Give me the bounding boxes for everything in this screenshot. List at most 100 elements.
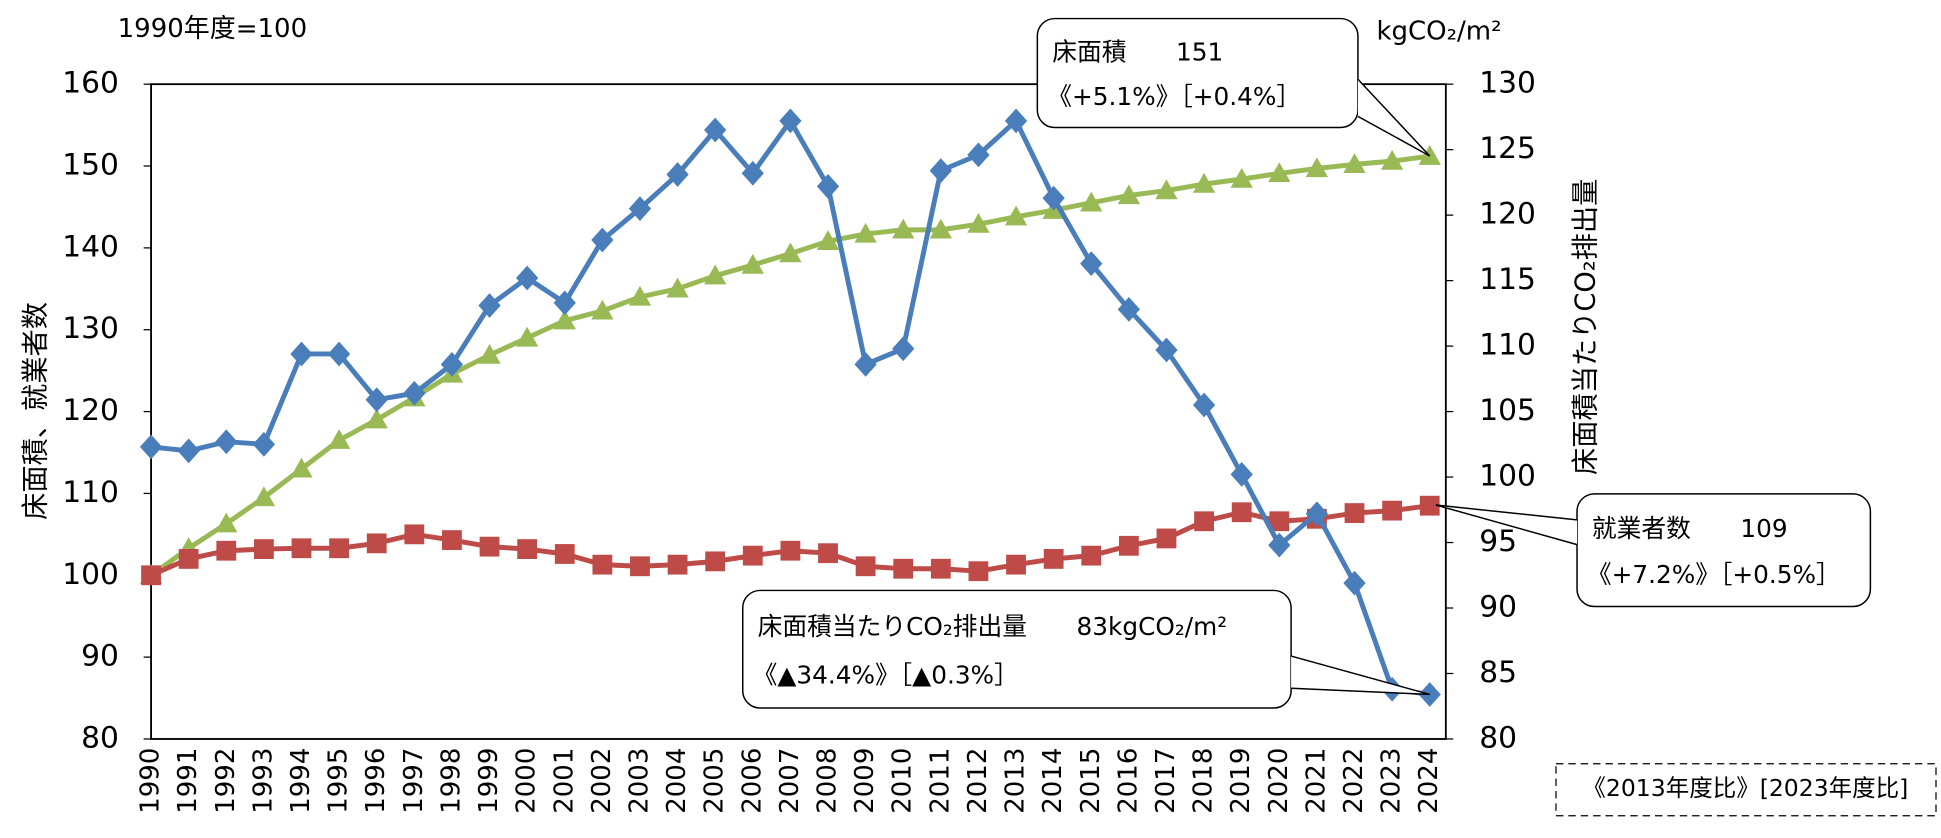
callout-change: 《▲34.4%》［▲0.3%］ bbox=[753, 660, 1019, 689]
x-tick-label: 2017 bbox=[1151, 748, 1181, 814]
marker bbox=[327, 341, 351, 367]
y2-tick-label: 130 bbox=[1479, 66, 1536, 101]
marker bbox=[1305, 501, 1329, 527]
marker bbox=[141, 565, 161, 586]
y2-tick-label: 120 bbox=[1479, 197, 1536, 232]
y2-tick-label: 110 bbox=[1479, 328, 1536, 363]
y2-tick-label: 125 bbox=[1479, 131, 1536, 166]
marker bbox=[967, 212, 990, 233]
marker bbox=[892, 218, 915, 239]
marker bbox=[816, 230, 840, 250]
marker bbox=[1117, 184, 1141, 205]
marker bbox=[666, 162, 689, 187]
marker bbox=[215, 512, 238, 533]
callout-value: 83kgCO₂/m² bbox=[1077, 612, 1228, 641]
callout-line bbox=[1435, 504, 1578, 546]
marker bbox=[705, 551, 726, 572]
marker bbox=[628, 285, 652, 306]
x-tick-label: 1998 bbox=[436, 748, 466, 814]
marker bbox=[930, 558, 951, 579]
callout-line bbox=[1290, 655, 1430, 696]
marker bbox=[1194, 511, 1214, 532]
marker bbox=[216, 540, 237, 561]
marker bbox=[1118, 535, 1139, 556]
marker bbox=[252, 431, 276, 457]
callout-box bbox=[741, 589, 1292, 709]
marker bbox=[1080, 251, 1103, 276]
marker bbox=[630, 556, 650, 577]
y-tick-label: 110 bbox=[62, 475, 119, 510]
y2-tick-label: 90 bbox=[1479, 590, 1517, 625]
note: 《2013年度比》[2023年度比] bbox=[1582, 774, 1908, 802]
marker bbox=[1230, 462, 1253, 487]
marker bbox=[929, 158, 952, 183]
y2-axis-label: 床面積当たりCO₂排出量 bbox=[1570, 179, 1601, 475]
marker bbox=[968, 561, 989, 582]
marker bbox=[704, 117, 727, 143]
y-axis-label: 床面積、就業者数 bbox=[21, 302, 52, 520]
marker bbox=[1343, 570, 1366, 596]
marker bbox=[591, 227, 614, 253]
marker bbox=[1080, 191, 1103, 212]
x-tick-label: 2024 bbox=[1414, 748, 1444, 814]
marker bbox=[742, 545, 763, 566]
x-tick-label: 1997 bbox=[399, 748, 429, 814]
marker bbox=[1155, 179, 1178, 200]
y2-tick-label: 100 bbox=[1479, 459, 1536, 494]
x-tick-label: 1994 bbox=[286, 748, 316, 814]
marker bbox=[290, 341, 313, 367]
y-tick-label: 90 bbox=[81, 639, 119, 674]
marker bbox=[1042, 185, 1065, 211]
marker bbox=[779, 108, 802, 134]
callout-line bbox=[1291, 687, 1430, 696]
marker bbox=[252, 486, 276, 507]
marker bbox=[667, 554, 688, 575]
note-box bbox=[1555, 763, 1937, 817]
y2-tick-label: 115 bbox=[1479, 262, 1536, 297]
callout-line bbox=[1357, 115, 1431, 157]
x-tick-label: 2002 bbox=[587, 748, 617, 814]
marker bbox=[1268, 162, 1291, 183]
y2-tick-label: 80 bbox=[1479, 720, 1517, 755]
marker bbox=[704, 264, 727, 285]
marker bbox=[329, 538, 350, 559]
marker bbox=[440, 352, 464, 377]
x-tick-label: 2021 bbox=[1301, 748, 1331, 814]
x-tick-label: 2015 bbox=[1076, 748, 1106, 814]
marker bbox=[591, 299, 614, 320]
callout-change: 《+7.2%》［+0.5%］ bbox=[1587, 560, 1841, 589]
callout-line bbox=[1435, 504, 1578, 521]
marker bbox=[741, 253, 764, 274]
marker bbox=[854, 222, 877, 243]
marker bbox=[139, 434, 163, 460]
marker bbox=[816, 173, 840, 199]
marker bbox=[478, 293, 501, 318]
x-tick-label: 2007 bbox=[775, 748, 805, 814]
marker bbox=[215, 429, 238, 455]
marker bbox=[1343, 153, 1366, 174]
marker bbox=[365, 387, 388, 413]
marker bbox=[1081, 545, 1102, 566]
x-tick-label: 2005 bbox=[700, 748, 730, 814]
x-tick-label: 2003 bbox=[624, 748, 654, 814]
y2-tick-label: 85 bbox=[1479, 655, 1517, 690]
marker bbox=[554, 544, 575, 564]
x-tick-label: 2020 bbox=[1264, 748, 1294, 814]
marker bbox=[478, 343, 501, 364]
marker bbox=[177, 438, 200, 464]
y-tick-label: 160 bbox=[62, 66, 119, 101]
marker bbox=[442, 530, 462, 550]
marker bbox=[1382, 500, 1403, 521]
marker bbox=[1192, 172, 1216, 193]
unit-left: 1990年度=100 bbox=[118, 14, 307, 44]
marker bbox=[1156, 528, 1177, 549]
x-tick-label: 2000 bbox=[512, 748, 542, 814]
marker bbox=[1004, 108, 1028, 134]
x-tick-label: 1993 bbox=[248, 748, 278, 814]
x-tick-label: 2008 bbox=[813, 748, 843, 814]
marker bbox=[404, 524, 425, 545]
marker bbox=[818, 543, 838, 564]
x-tick-label: 1995 bbox=[324, 748, 354, 814]
x-tick-label: 2001 bbox=[549, 748, 579, 814]
